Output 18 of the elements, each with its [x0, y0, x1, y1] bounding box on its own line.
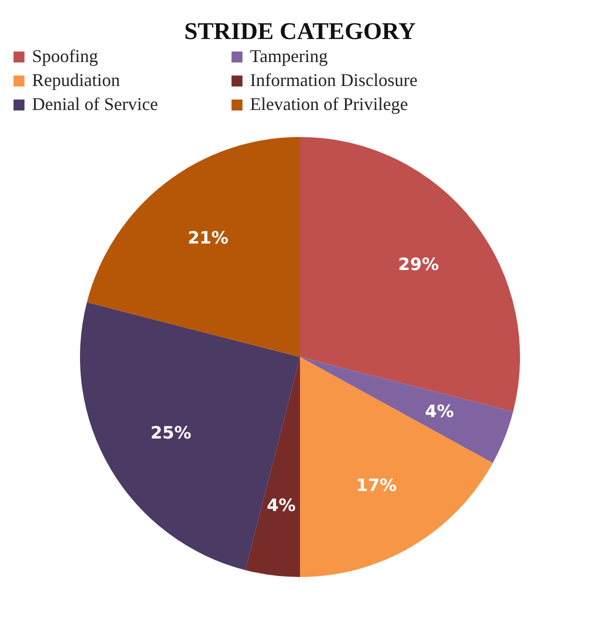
pie-slice [245, 357, 300, 577]
legend-label: Information Disclosure [250, 70, 418, 90]
legend-label: Spoofing [32, 46, 98, 66]
chart-title: STRIDE CATEGORY [184, 19, 416, 45]
data-label: 21% [188, 228, 228, 248]
pie-slice [300, 357, 514, 463]
legend-label: Repudiation [32, 70, 120, 90]
pie-slice [86, 137, 300, 357]
pie-slice [300, 357, 493, 577]
pie-slice [80, 302, 300, 570]
legend-label: Denial of Service [32, 94, 158, 114]
data-label: 17% [356, 476, 397, 496]
data-label: 29% [398, 255, 439, 276]
legend-label: Tampering [250, 46, 328, 66]
data-label: 25% [150, 423, 192, 444]
data-label: 4% [266, 496, 296, 516]
data-label: 4% [425, 402, 454, 422]
legend-label: Elevation of Privilege [250, 94, 408, 114]
